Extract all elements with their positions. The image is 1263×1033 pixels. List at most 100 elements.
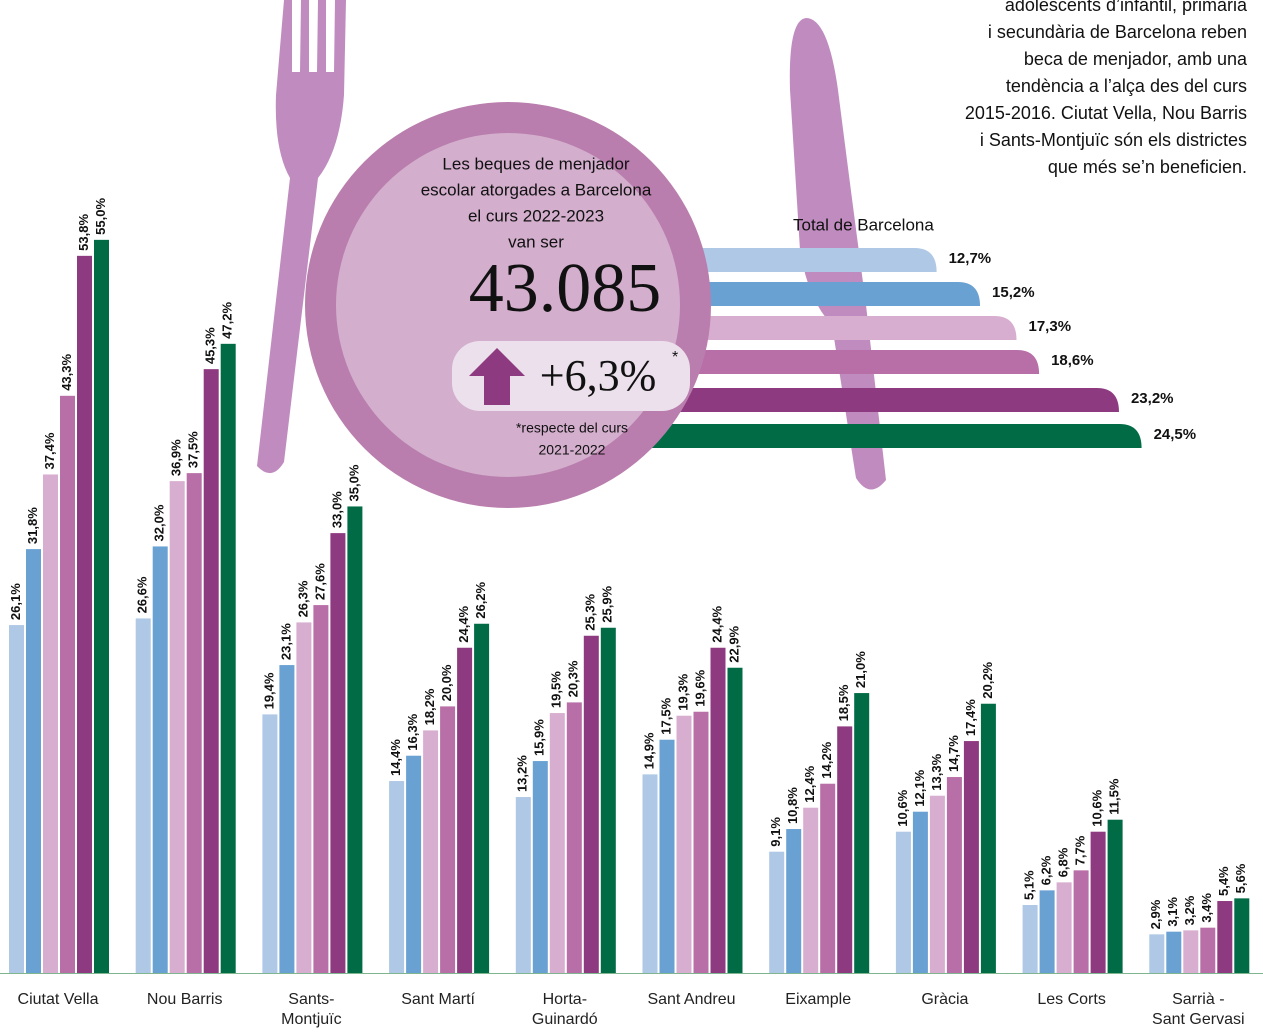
bar <box>769 852 784 973</box>
bar <box>1234 898 1249 973</box>
bar <box>330 533 345 973</box>
bar <box>930 796 945 973</box>
bar <box>711 648 726 973</box>
bar <box>1091 832 1106 973</box>
value-label: 14,2% <box>819 741 834 778</box>
value-label: 12,4% <box>802 765 817 802</box>
value-label: 17,5% <box>658 697 673 734</box>
value-label: 25,3% <box>583 593 598 630</box>
bar <box>440 706 455 973</box>
value-label: 22,9% <box>726 625 741 662</box>
bar <box>964 741 979 973</box>
bar <box>728 668 743 973</box>
bar <box>1057 882 1072 973</box>
category-label: Ciutat Vella <box>0 990 121 1010</box>
value-label: 17,3% <box>1029 318 1072 335</box>
bar <box>854 693 869 973</box>
value-label: 17,4% <box>963 699 978 736</box>
bar <box>694 712 709 973</box>
value-label: 36,9% <box>169 439 184 476</box>
bar <box>94 240 109 973</box>
value-label: 15,2% <box>992 284 1035 301</box>
category-label: Sant Martí <box>375 990 501 1010</box>
bar <box>43 474 58 973</box>
value-label: 47,2% <box>220 302 235 339</box>
category-label: Sarrià - Sant Gervasi <box>1135 990 1261 1030</box>
value-label: 6,8% <box>1056 847 1071 877</box>
value-label: 12,7% <box>949 250 992 267</box>
value-label: 32,0% <box>152 504 167 541</box>
value-label: 10,8% <box>785 787 800 824</box>
bar <box>896 832 911 973</box>
intro-text: tendència a l’alça des del curs <box>1006 76 1247 96</box>
bar <box>1166 932 1181 973</box>
bar <box>170 481 185 973</box>
bar <box>77 256 92 973</box>
value-label: 35,0% <box>346 464 361 501</box>
value-label: 14,9% <box>641 732 656 769</box>
bar <box>60 396 75 973</box>
intro-text: beca de menjador, amb una <box>1024 49 1248 69</box>
value-label: 13,2% <box>515 755 530 792</box>
value-label: 37,4% <box>42 432 57 469</box>
value-label: 27,6% <box>312 563 327 600</box>
bar <box>26 549 41 973</box>
plate-headline: escolar atorgades a Barcelona <box>421 180 652 199</box>
value-label: 6,2% <box>1039 855 1054 885</box>
value-label: 25,9% <box>600 585 615 622</box>
bar <box>567 702 582 973</box>
bar <box>643 774 658 973</box>
value-label: 3,2% <box>1182 895 1197 925</box>
plate-headline: van ser <box>508 232 564 251</box>
bar <box>313 605 328 973</box>
value-label: 23,1% <box>278 623 293 660</box>
category-label: Gràcia <box>882 990 1008 1010</box>
value-label: 19,4% <box>261 672 276 709</box>
value-label: 15,9% <box>532 719 547 756</box>
bar <box>786 829 801 973</box>
value-label: 18,6% <box>1051 352 1094 369</box>
value-label: 26,3% <box>295 580 310 617</box>
value-label: 13,3% <box>929 753 944 790</box>
category-label: Eixample <box>755 990 881 1010</box>
value-label: 18,5% <box>836 684 851 721</box>
plate-figure: 43.085 <box>469 250 662 327</box>
plate-change: +6,3% <box>540 351 656 400</box>
value-label: 43,3% <box>59 354 74 391</box>
bar <box>1217 901 1232 973</box>
bar <box>584 636 599 973</box>
bar <box>9 625 24 973</box>
category-label: Sant Andreu <box>629 990 755 1010</box>
plate-footnote: 2021-2022 <box>539 442 606 458</box>
intro-text: adolescents d’infantil, primària <box>1005 0 1248 15</box>
plate-footnote: *respecte del curs <box>516 420 628 436</box>
value-label: 3,4% <box>1199 893 1214 923</box>
bar <box>516 797 531 973</box>
value-label: 55,0% <box>93 198 108 235</box>
value-label: 2,9% <box>1148 899 1163 929</box>
value-label: 3,1% <box>1165 897 1180 927</box>
value-label: 33,0% <box>329 491 344 528</box>
bar <box>153 546 168 973</box>
value-label: 14,7% <box>946 735 961 772</box>
chart: 43.085+6,3%*Les beques de menjadorescola… <box>0 0 1263 1033</box>
bar <box>1040 890 1055 973</box>
bar <box>279 665 294 973</box>
bar <box>533 761 548 973</box>
value-label: 20,3% <box>566 660 581 697</box>
bar <box>423 730 438 973</box>
value-label: 5,6% <box>1233 863 1248 893</box>
bar <box>1149 934 1164 973</box>
value-label: 23,2% <box>1131 390 1174 407</box>
bar <box>1074 870 1089 973</box>
value-label: 53,8% <box>76 214 91 251</box>
intro-text: 2015-2016. Ciutat Vella, Nou Barris <box>965 103 1247 123</box>
bar <box>837 726 852 973</box>
infographic: 43.085+6,3%*Les beques de menjadorescola… <box>0 0 1263 1033</box>
value-label: 14,4% <box>388 739 403 776</box>
bar <box>457 648 472 973</box>
value-label: 18,2% <box>422 688 437 725</box>
bar <box>187 473 202 973</box>
bar <box>406 756 421 973</box>
value-label: 7,7% <box>1073 835 1088 865</box>
